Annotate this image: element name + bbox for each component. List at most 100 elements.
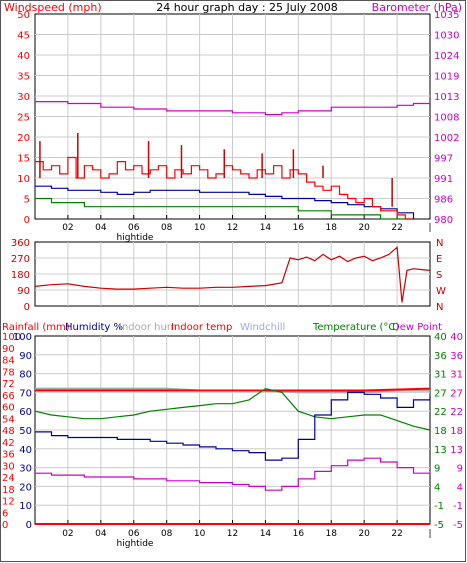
y-tick-label-dew-point: -1 — [453, 501, 463, 512]
x-tick-label: 20 — [358, 529, 370, 539]
y-tick-label-barometer: 1019 — [434, 72, 459, 83]
y-tick-label-humidity: 20 — [19, 482, 32, 493]
y-tick-label-dew-point: 18 — [450, 426, 463, 437]
legend-temperature: Temperature (°C) — [312, 322, 399, 333]
y-tick-label-temperature: 40 — [434, 332, 447, 343]
y-tick-label-windspeed: 15 — [17, 154, 30, 165]
series-indoor-temp — [35, 387, 431, 392]
y-tick-label-compass: N — [436, 238, 443, 249]
y-tick-label-rainfall: 6 — [2, 508, 8, 519]
series-wind-direction — [34, 246, 431, 303]
hightide-label: hightide — [117, 539, 154, 549]
x-tick-label: 16 — [293, 529, 305, 539]
y-tick-label-dew-point: 31 — [450, 370, 463, 381]
series-wind-direction-green — [35, 197, 414, 220]
y-tick-label-dew-point: 27 — [450, 388, 463, 399]
y-tick-label-windspeed: 35 — [17, 72, 30, 83]
y-tick-label-dew-point: 22 — [450, 407, 463, 418]
y-tick-label-dew-point: 4 — [457, 482, 463, 493]
y-tick-label-barometer: 986 — [434, 195, 453, 206]
x-tick-label: | — [428, 529, 431, 539]
y-tick-label-dew-point: 13 — [450, 445, 463, 456]
y-tick-label-humidity: 70 — [19, 388, 32, 399]
x-tick-label: 06 — [128, 223, 140, 233]
x-tick-label: 22 — [391, 223, 402, 233]
legend-dew-point: Dew Point — [392, 322, 442, 333]
y-tick-label-barometer: 1008 — [434, 113, 459, 124]
legend-indoor-hum: Indoor hum — [119, 322, 177, 333]
y-tick-label-humidity: 30 — [19, 464, 32, 475]
y-tick-label-temperature: 18 — [434, 426, 447, 437]
y-tick-label-barometer: 1035 — [434, 10, 459, 21]
y-tick-label-direction: 90 — [17, 286, 30, 297]
x-tick-label: 10 — [194, 529, 206, 539]
y-tick-label-barometer: 991 — [434, 174, 453, 185]
y-tick-label-rainfall: 0 — [2, 520, 8, 531]
legend-indoor-temp: Indoor temp — [171, 322, 232, 333]
y-tick-label-humidity: 10 — [19, 501, 32, 512]
y-tick-label-direction: 270 — [11, 254, 30, 265]
y-tick-label-humidity: 60 — [19, 407, 32, 418]
windspeed-axis-label: Windspeed (mph) — [4, 1, 102, 14]
series-temperature-c — [34, 387, 431, 431]
x-tick-label: 12 — [227, 223, 238, 233]
x-tick-label: 08 — [161, 529, 173, 539]
y-tick-label-compass: N — [436, 302, 443, 313]
y-tick-label-temperature: -1 — [434, 501, 444, 512]
y-tick-label-barometer: 980 — [434, 215, 453, 226]
x-tick-label: 22 — [391, 529, 402, 539]
y-tick-label-temperature: 27 — [434, 388, 447, 399]
x-tick-label: 14 — [260, 529, 272, 539]
y-tick-label-temperature: 31 — [434, 370, 447, 381]
y-tick-label-humidity: 80 — [19, 370, 32, 381]
y-tick-label-barometer: 1030 — [434, 31, 459, 42]
x-tick-label: 04 — [95, 529, 107, 539]
y-tick-label-rainfall: 84 — [2, 356, 15, 367]
panel3-legend: Rainfall (mm) Humidity % Indoor hum Indo… — [2, 322, 442, 333]
y-tick-label-compass: E — [436, 254, 442, 265]
series-average-windspeed — [35, 185, 415, 219]
y-tick-label-dew-point: 36 — [450, 351, 463, 362]
y-tick-label-rainfall: 18 — [2, 485, 15, 496]
y-tick-label-rainfall: 100 — [2, 332, 21, 343]
x-tick-label: 16 — [293, 223, 305, 233]
x-tick-label: 08 — [161, 223, 173, 233]
legend-windchill: Windchill — [240, 322, 285, 333]
y-tick-label-barometer: 1024 — [434, 51, 459, 62]
x-tick-label: 12 — [227, 529, 238, 539]
y-tick-label-temperature: 4 — [434, 482, 440, 493]
y-tick-label-dew-point: 40 — [450, 332, 463, 343]
y-tick-label-windspeed: 20 — [17, 133, 30, 144]
y-tick-label-barometer: 1002 — [434, 133, 459, 144]
y-tick-label-rainfall: 54 — [2, 414, 15, 425]
y-tick-label-rainfall: 90 — [2, 344, 15, 355]
legend-humidity: Humidity % — [65, 322, 123, 333]
y-tick-label-rainfall: 30 — [2, 461, 15, 472]
y-tick-label-windspeed: 30 — [17, 92, 30, 103]
y-tick-label-rainfall: 60 — [2, 403, 15, 414]
graph-title: 24 hour graph day : 25 July 2008 — [156, 1, 338, 14]
x-tick-label: 06 — [128, 529, 140, 539]
y-tick-label-windspeed: 5 — [24, 195, 30, 206]
y-tick-label-windspeed: 40 — [17, 51, 30, 62]
y-tick-label-humidity: 0 — [26, 520, 32, 531]
y-tick-label-dew-point: -5 — [453, 520, 463, 531]
x-tick-label: 14 — [260, 223, 272, 233]
y-tick-label-windspeed: 0 — [24, 215, 30, 226]
y-tick-label-windspeed: 45 — [17, 31, 30, 42]
y-tick-label-compass: W — [436, 286, 446, 297]
y-tick-label-rainfall: 36 — [2, 450, 15, 461]
y-tick-label-windspeed: 10 — [17, 174, 30, 185]
x-tick-label: 04 — [95, 223, 107, 233]
y-tick-label-rainfall: 66 — [2, 391, 15, 402]
y-tick-label-humidity: 40 — [19, 445, 32, 456]
y-tick-label-temperature: 36 — [434, 351, 447, 362]
x-tick-label: 10 — [194, 223, 206, 233]
series-humidity — [35, 391, 431, 461]
y-tick-label-rainfall: 42 — [2, 438, 15, 449]
y-tick-label-temperature: 13 — [434, 445, 447, 456]
y-tick-label-barometer: 1013 — [434, 92, 459, 103]
barometer-axis-label: Barometer (hPa) — [372, 1, 462, 14]
